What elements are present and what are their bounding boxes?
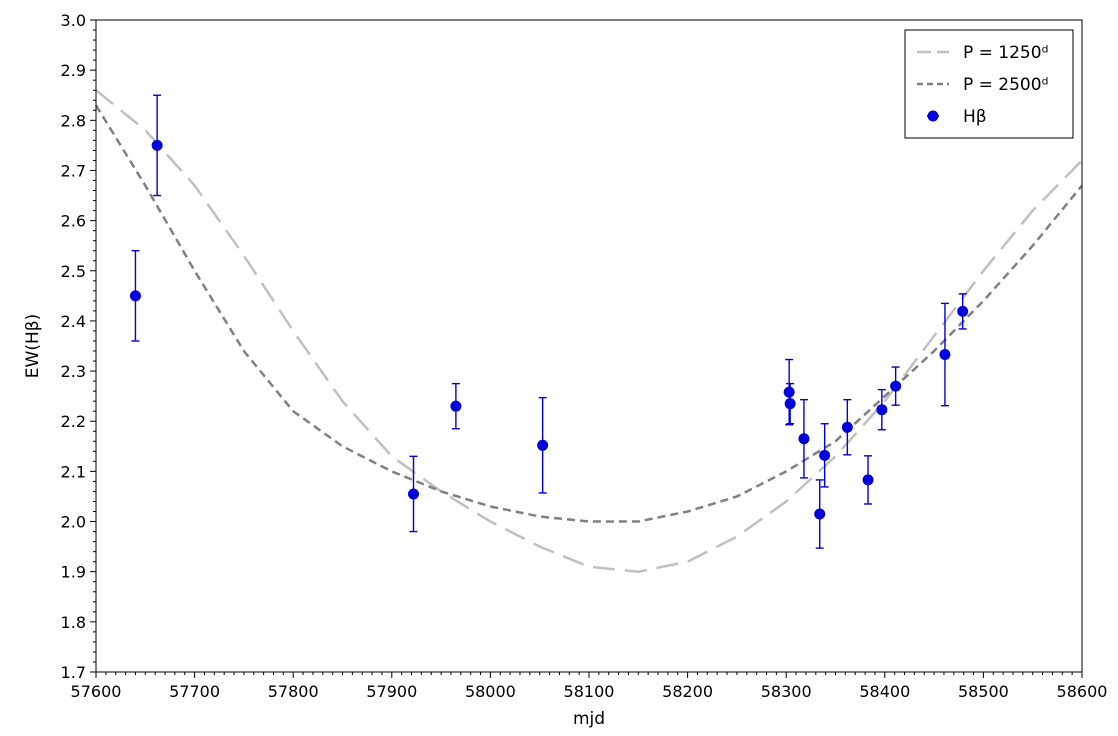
y-tick-label: 2.6 [61,212,86,231]
data-point [841,398,853,456]
y-tick-label: 1.9 [61,563,86,582]
data-point [819,423,831,488]
data-point [151,94,163,197]
data-marker [841,421,853,433]
data-marker [784,398,796,410]
data-point [890,366,902,406]
data-marker [798,433,810,445]
data-point [407,455,419,533]
x-tick-label: 58500 [958,682,1009,701]
y-tick-label: 2.3 [61,362,86,381]
data-marker [939,349,951,361]
data-marker [957,305,969,317]
model-curves [94,89,1083,573]
data-point [537,396,549,494]
y-axis: 1.7 1.8 1.9 2.0 2.1 2.2 2.3 2.4 2.5 2.6 2.7 2.8 2.9 3… [61,11,96,682]
data-marker [407,488,419,500]
y-tick-label: 3.0 [61,11,86,30]
data-marker [862,474,874,486]
data-marker [783,386,795,398]
data-point [957,293,969,330]
data-point [862,455,874,505]
x-tick-label: 58300 [761,682,812,701]
data-marker [450,400,462,412]
model-curve-2 [94,104,1083,523]
data-marker [876,404,888,416]
legend-item: Hβ [927,107,987,127]
data-marker [814,508,826,520]
data-point [798,398,810,479]
x-axis-label: mjd [573,709,605,729]
y-tick-label: 2.1 [61,462,86,481]
x-tick-label: 58200 [662,682,713,701]
y-tick-label: 1.8 [61,613,86,632]
data-points [129,94,969,549]
x-tick-label: 58400 [859,682,910,701]
x-axis: 57600 57700 57800 57900 58000 58100 58200 58300… [71,672,1108,701]
legend-marker-swatch [927,110,939,122]
x-tick-label: 57800 [268,682,319,701]
data-marker [537,439,549,451]
data-point [876,388,888,431]
data-marker [819,449,831,461]
legend-label: P = 1250ᵈ [963,43,1048,63]
data-marker [129,290,141,302]
x-tick-label: 58000 [465,682,516,701]
x-tick-label: 57900 [366,682,417,701]
y-tick-label: 2.8 [61,111,86,130]
data-marker [151,139,163,151]
legend-label: P = 2500ᵈ [963,75,1048,95]
legend-label: Hβ [963,107,987,127]
data-point [783,358,795,426]
x-tick-label: 57700 [169,682,220,701]
data-point [939,302,951,407]
y-axis-label: EW(Hβ) [23,314,43,378]
data-marker [890,380,902,392]
y-tick-label: 2.2 [61,412,86,431]
y-tick-label: 2.0 [61,513,86,532]
y-tick-label: 2.5 [61,262,86,281]
x-tick-label: 58600 [1057,682,1108,701]
data-point [784,382,796,425]
y-tick-label: 2.4 [61,312,86,331]
legend: P = 1250ᵈ P = 2500ᵈ Hβ [904,29,1074,139]
y-tick-label: 1.7 [61,663,86,682]
data-point [450,382,462,430]
x-tick-label: 57600 [71,682,122,701]
legend-item: P = 2500ᵈ [917,75,1048,95]
y-tick-label: 2.9 [61,61,86,80]
data-point [129,250,141,342]
y-tick-label: 2.7 [61,161,86,180]
data-point [814,479,826,549]
legend-item: P = 1250ᵈ [917,43,1048,63]
x-tick-label: 58100 [564,682,615,701]
